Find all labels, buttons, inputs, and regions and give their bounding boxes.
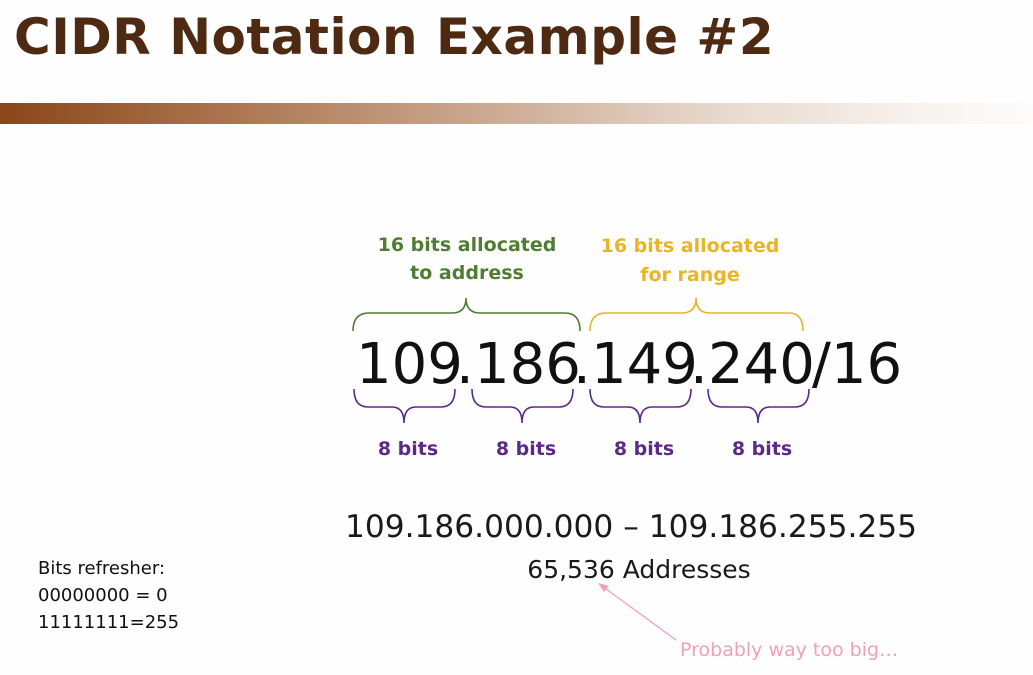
annotation-arrow [601,585,677,641]
title-underline-bar [0,103,1033,124]
cidr-dot-2: . [573,332,591,397]
address-count: 65,536 Addresses [527,555,750,584]
octet-4-brace [707,388,810,424]
octet-3-brace [589,388,692,424]
octet-1-brace [353,388,456,424]
octet-2-bits-label: 8 bits [496,438,556,460]
cidr-prefix-length: /16 [812,332,902,397]
bits-refresher-line-1: 00000000 = 0 [38,585,168,606]
octet-4-bits-label: 8 bits [732,438,792,460]
cidr-dot-1: . [456,332,474,397]
bits-refresher-line-2: 11111111=255 [38,612,180,633]
range-bits-brace [589,297,804,332]
address-range: 109.186.000.000 – 109.186.255.255 [345,509,917,545]
address-allocation-label-line1: 16 bits allocated [378,234,557,256]
octet-3-bits-label: 8 bits [614,438,674,460]
cidr-octet-1: 109 [356,332,463,397]
cidr-octet-4: 240 [708,332,815,397]
cidr-octet-3: 149 [591,332,698,397]
annotation-arrowhead [598,583,609,592]
cidr-dot-3: . [690,332,708,397]
slide-title: CIDR Notation Example #2 [14,8,775,66]
range-allocation-label-line1: 16 bits allocated [601,235,780,257]
bits-refresher: Bits refresher: 00000000 = 0 11111111=25… [38,555,179,636]
octet-1-bits-label: 8 bits [378,438,438,460]
cidr-octet-2: 186 [474,332,581,397]
range-allocation-label-line2: for range [640,264,740,286]
address-bits-brace [352,297,581,332]
bits-refresher-heading: Bits refresher: [38,558,166,579]
annotation-note: Probably way too big… [680,639,898,661]
address-allocation-label-line2: to address [410,262,524,284]
octet-2-brace [471,388,574,424]
